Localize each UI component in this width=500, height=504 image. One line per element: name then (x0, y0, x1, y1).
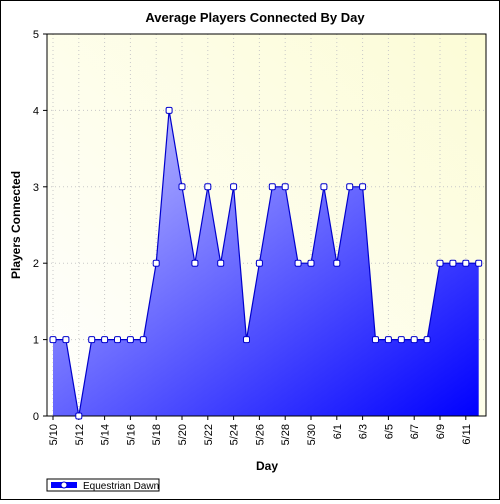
series-markers (49, 106, 483, 420)
y-tick-label: 0 (33, 411, 39, 423)
data-point (333, 259, 341, 267)
x-tick-label: 6/5 (383, 424, 395, 439)
legend-marker-icon (60, 481, 68, 489)
y-ticks: 0 1 2 3 4 5 (33, 29, 47, 423)
x-ticks: 5/10 5/12 5/14 5/16 5/18 5/20 5/22 5/24 5/26 5/28… (48, 416, 473, 445)
x-tick-label: 5/28 (280, 424, 292, 445)
data-point (372, 336, 379, 344)
y-tick-label: 3 (33, 182, 39, 194)
data-point (307, 259, 315, 267)
y-tick-label: 2 (33, 258, 39, 270)
data-point (268, 183, 276, 191)
data-point (320, 183, 328, 191)
series-line (53, 110, 479, 417)
data-point (178, 183, 186, 191)
data-point (165, 106, 173, 114)
axes (46, 33, 487, 417)
chart-title: Average Players Connected By Day (145, 10, 365, 25)
x-tick-label: 5/18 (151, 424, 163, 445)
plot-border (46, 33, 487, 417)
data-point (449, 259, 457, 267)
data-point (114, 336, 121, 344)
data-point (204, 183, 212, 191)
y-tick-label: 1 (33, 335, 39, 347)
data-point (423, 336, 431, 344)
x-tick-label: 5/14 (100, 424, 112, 445)
data-point (281, 183, 289, 191)
x-tick-label: 5/12 (74, 424, 86, 445)
data-point (475, 259, 483, 267)
data-point (152, 259, 160, 267)
y-tick-label: 5 (33, 29, 39, 41)
x-tick-label: 5/10 (48, 424, 60, 445)
data-point (384, 336, 392, 344)
data-point (217, 259, 225, 267)
x-tick-label: 6/7 (409, 424, 421, 439)
x-tick-label: 5/30 (306, 424, 318, 445)
data-point (101, 336, 109, 344)
x-tick-label: 6/11 (461, 424, 473, 445)
data-point (139, 336, 147, 344)
data-point (462, 259, 470, 267)
data-point (88, 336, 96, 344)
data-point (243, 336, 250, 344)
y-tick-label: 4 (33, 105, 39, 117)
data-point (255, 259, 263, 267)
y-axis-label: Players Connected (9, 171, 23, 279)
data-point (49, 336, 57, 344)
data-point (191, 259, 199, 267)
data-point (62, 336, 70, 344)
data-point (126, 336, 134, 344)
data-point (410, 336, 418, 344)
x-tick-label: 5/24 (229, 424, 241, 445)
x-axis-label: Day (256, 459, 278, 473)
x-tick-label: 5/16 (125, 424, 137, 445)
data-point (436, 259, 444, 267)
x-tick-label: 5/20 (177, 424, 189, 445)
data-point (230, 183, 238, 191)
data-point (397, 336, 405, 344)
x-tick-label: 5/26 (254, 424, 266, 445)
x-tick-label: 6/9 (435, 424, 447, 439)
x-tick-label: 6/3 (358, 424, 370, 439)
data-point (346, 183, 354, 191)
x-tick-label: 6/1 (332, 424, 344, 439)
legend-label: Equestrian Dawn (83, 481, 159, 492)
data-point (75, 412, 83, 420)
legend: Equestrian Dawn (46, 478, 160, 492)
data-point (359, 183, 367, 191)
x-tick-label: 5/22 (203, 424, 215, 445)
data-point (294, 259, 302, 267)
